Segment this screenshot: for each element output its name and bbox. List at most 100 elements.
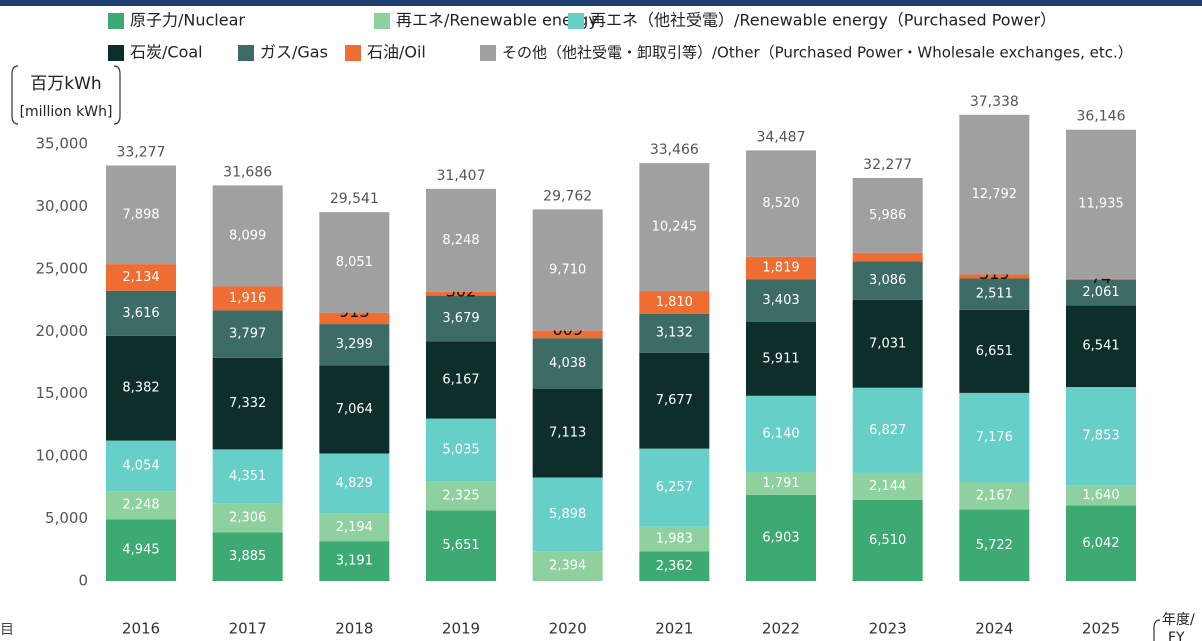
data-label: 1,819 [762,261,799,276]
bar-segment [852,261,923,300]
data-label: 6,167 [442,373,479,388]
x-tick-label: 2016 [122,620,160,638]
data-label: 4,945 [122,543,159,558]
bar-segment [639,313,710,353]
bar-segment [212,286,283,311]
header-strip [0,0,1202,6]
bar-segment [212,185,283,287]
bar-segment [106,290,176,336]
data-label: 9,710 [549,263,586,278]
data-label: 5,722 [976,538,1013,553]
data-label: 2,362 [656,559,693,574]
bar-segment [852,387,923,473]
total-label: 31,686 [223,164,272,180]
bar-segment [532,388,603,478]
bar-segment [319,513,390,542]
data-label: 8,248 [442,233,479,248]
legend-swatch [480,45,496,61]
data-label: 7,176 [976,430,1013,445]
bar-segment [426,341,496,419]
bar-segment [959,278,1030,310]
data-label: 2,306 [229,511,266,526]
legend-swatch [108,13,124,29]
data-label: 7,113 [549,426,586,441]
data-label: 11,935 [1078,197,1124,212]
bar-segment [106,440,176,492]
legend-label: ガス/Gas [260,43,328,62]
bar-segment [319,541,390,581]
legend-swatch [238,45,254,61]
bar-segment [1066,278,1136,280]
data-label: 6,140 [762,427,799,442]
data-label: 6,541 [1082,339,1119,354]
x-axis-label-en: FY [1168,630,1185,641]
bracket [11,65,19,125]
x-tick-label: 2023 [869,620,907,638]
data-label: 3,679 [442,311,479,326]
bar-segment [319,312,390,325]
data-label: 7,031 [869,336,906,351]
x-axis-label: 年度/ [1162,612,1195,628]
legend-label: 石炭/Coal [130,43,203,62]
data-label: 6,042 [1082,536,1119,551]
bar-segment [746,150,816,257]
data-label: 2,061 [1082,285,1119,300]
total-label: 34,487 [757,129,806,145]
bar-segment [959,114,1030,275]
bar-segment [959,274,1030,279]
data-label: 1,916 [229,291,266,306]
bar-segment [532,551,603,581]
data-label: 3,132 [656,326,693,341]
bar-segment [639,448,710,527]
bar-segment [532,209,603,331]
fragment-text: 目 [0,622,14,638]
data-label: 3,616 [122,306,159,321]
data-label: 3,299 [336,337,373,352]
data-label: 7,332 [229,396,266,411]
bar-segment [639,551,710,581]
data-label: 5,911 [762,351,799,366]
bar-segment [746,256,816,280]
data-label: 3,191 [336,554,373,569]
data-label: 5,986 [869,208,906,223]
bar-segment [852,472,923,500]
y-tick-label: 0 [78,572,88,590]
bar-segment [959,482,1030,510]
legend-swatch [568,13,584,29]
bar-segment [746,395,816,473]
data-label: 2,394 [549,559,586,574]
y-axis-label: 百万kWh [30,74,101,94]
data-label: 5,035 [442,442,479,457]
bar-segment [106,165,176,265]
data-label: 7,853 [1082,429,1119,444]
bar-segment [106,491,176,520]
bar-segment [532,477,603,552]
data-label: 6,651 [976,344,1013,359]
total-label: 33,466 [650,142,699,158]
bar-segment [1066,305,1136,388]
bar-segment [852,177,923,253]
bar-segment [212,310,283,358]
data-label: 10,245 [652,220,698,235]
data-label: 3,086 [869,273,906,288]
total-label: 29,541 [330,191,379,207]
data-label: 1,640 [1082,488,1119,503]
data-label: 4,054 [122,458,159,473]
legend-label: 再エネ（他社受電）/Renewable energy（Purchased Pow… [590,11,1056,30]
total-label: 32,277 [863,157,912,173]
total-label: 31,407 [437,168,486,184]
bar-segment [1066,505,1136,581]
y-tick-label: 15,000 [36,384,89,402]
data-label: 2,144 [869,479,906,494]
bar-segment [1066,387,1136,486]
legend-label: その他（他社受電・卸取引等）/Other（Purchased Power・Who… [502,44,1133,62]
total-label: 37,338 [970,94,1019,110]
x-tick-label: 2019 [442,620,480,638]
data-label: 7,898 [122,207,159,222]
data-label: 1,810 [656,295,693,310]
y-tick-label: 25,000 [36,259,89,277]
bar-segment [746,321,816,396]
data-label: 4,829 [336,476,373,491]
data-label: 6,510 [869,533,906,548]
